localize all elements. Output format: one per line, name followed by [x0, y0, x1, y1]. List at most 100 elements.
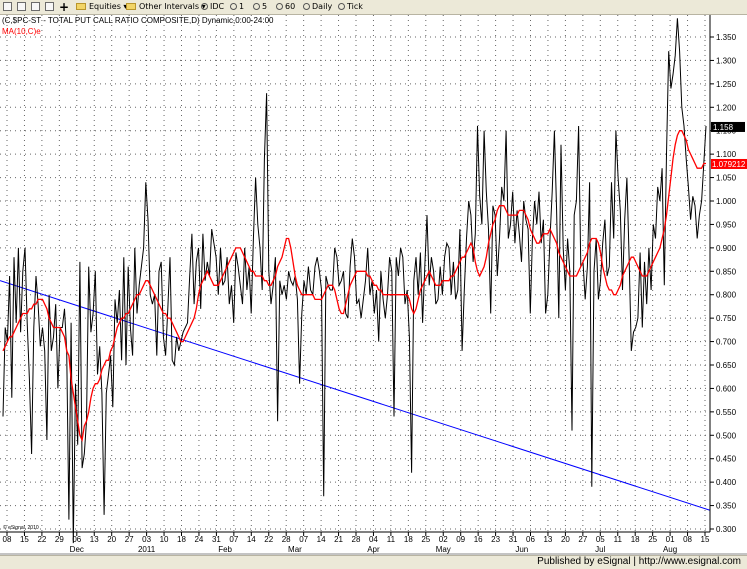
x-tick-label: 01 — [666, 535, 675, 544]
x-tick-label: 09 — [456, 535, 465, 544]
add-icon[interactable]: + — [59, 0, 70, 14]
radio-icon — [338, 3, 345, 10]
x-tick-label: 22 — [264, 535, 273, 544]
month-label: Feb — [218, 545, 232, 554]
month-label: Jun — [515, 545, 528, 554]
interval-1[interactable]: 1 — [230, 0, 244, 14]
y-tick-label: 0.750 — [716, 314, 737, 323]
ma-series-line — [2, 130, 706, 443]
month-label: Mar — [288, 545, 302, 554]
ma-value-tag — [711, 158, 747, 169]
radio-icon — [230, 3, 237, 10]
y-tick-label: 0.700 — [716, 338, 737, 347]
x-tick-label: 11 — [614, 535, 623, 544]
y-tick-label: 0.450 — [716, 455, 737, 464]
x-tick-label: 18 — [631, 535, 640, 544]
x-tick-label: 21 — [334, 535, 343, 544]
x-tick-label: 31 — [212, 535, 221, 544]
x-tick-label: 14 — [247, 535, 256, 544]
watermark: © eSignal, 2010 — [3, 524, 39, 531]
y-tick-label: 0.300 — [716, 525, 737, 534]
x-tick-label: 18 — [177, 535, 186, 544]
interval-idc[interactable]: IDC — [201, 0, 224, 14]
y-tick-label: 1.250 — [716, 80, 737, 89]
x-tick-label: 27 — [578, 535, 587, 544]
x-tick-label: 20 — [561, 535, 570, 544]
y-tick-label: 1.050 — [716, 174, 737, 183]
x-tick-label: 06 — [526, 535, 535, 544]
equities-menu[interactable]: Equities ▾ — [76, 0, 127, 14]
month-label: Apr — [367, 545, 380, 554]
interval-daily[interactable]: Daily — [303, 0, 332, 14]
other-intervals-menu[interactable]: Other Intervals ▾ — [126, 0, 206, 14]
x-tick-label: 08 — [3, 535, 12, 544]
chart-title: (C,$PC-ST - TOTAL PUT CALL RATIO COMPOSI… — [2, 16, 274, 25]
ma-value-label: 1.079212 — [712, 160, 746, 169]
x-tick-label: 28 — [282, 535, 291, 544]
interval-5[interactable]: 5 — [253, 0, 267, 14]
x-tick-label: 06 — [72, 535, 81, 544]
radio-icon — [303, 3, 310, 10]
folder-icon — [76, 3, 86, 10]
y-tick-label: 0.650 — [716, 361, 737, 370]
x-tick-label: 04 — [369, 535, 378, 544]
interval-60[interactable]: 60 — [276, 0, 295, 14]
x-tick-label: 25 — [421, 535, 430, 544]
month-label: Dec — [70, 545, 84, 554]
print-icon[interactable] — [31, 0, 40, 14]
copy-icon[interactable] — [45, 0, 54, 14]
folder-icon — [126, 3, 136, 10]
x-tick-label: 13 — [543, 535, 552, 544]
x-tick-label: 13 — [90, 535, 99, 544]
x-tick-label: 23 — [491, 535, 500, 544]
x-tick-label: 31 — [509, 535, 518, 544]
series-layer — [2, 18, 707, 544]
y-tick-label: 0.500 — [716, 431, 737, 440]
radio-icon — [253, 3, 260, 10]
x-tick-label: 27 — [125, 535, 134, 544]
grid — [0, 15, 710, 532]
y-tick-label: 0.350 — [716, 502, 737, 511]
x-tick-label: 11 — [387, 535, 396, 544]
ma-label: MA(10,C)e — [2, 27, 41, 36]
x-tick-label: 20 — [107, 535, 116, 544]
x-tick-label: 25 — [648, 535, 657, 544]
footer: Published by eSignal | http://www.esigna… — [0, 555, 747, 569]
x-tick-label: 02 — [439, 535, 448, 544]
x-tick-label: 07 — [299, 535, 308, 544]
y-tick-label: 0.600 — [716, 384, 737, 393]
x-tick-label: 18 — [404, 535, 413, 544]
chart-icon[interactable] — [3, 0, 12, 14]
x-tick-label: 16 — [474, 535, 483, 544]
y-tick-label: 0.400 — [716, 478, 737, 487]
x-tick-label: 22 — [37, 535, 46, 544]
month-label: 2011 — [138, 545, 156, 554]
month-label: Aug — [663, 545, 677, 554]
month-label: May — [436, 545, 451, 554]
y-tick-label: 1.100 — [716, 150, 737, 159]
month-label: Jul — [595, 545, 605, 554]
interval-tick[interactable]: Tick — [338, 0, 363, 14]
x-tick-label: 08 — [683, 535, 692, 544]
x-tick-label: 03 — [142, 535, 151, 544]
y-tick-label: 1.200 — [716, 103, 737, 112]
price-series-line — [2, 18, 707, 544]
y-tick-label: 0.900 — [716, 244, 737, 253]
toolbar: + Equities ▾ Other Intervals ▾ IDC 1 5 6… — [0, 0, 747, 15]
x-tick-label: 15 — [20, 535, 29, 544]
footer-text: Published by eSignal | http://www.esigna… — [537, 556, 741, 567]
radio-icon — [201, 3, 208, 10]
radio-icon — [276, 3, 283, 10]
save-icon[interactable] — [17, 0, 26, 14]
y-tick-label: 0.800 — [716, 291, 737, 300]
y-tick-label: 0.850 — [716, 267, 737, 276]
y-tick-label: 1.300 — [716, 56, 737, 65]
y-tick-label: 0.550 — [716, 408, 737, 417]
x-tick-label: 10 — [160, 535, 169, 544]
x-tick-label: 05 — [596, 535, 605, 544]
last-value-tag — [711, 121, 745, 132]
chart: 0.300 0.350 0.400 0.450 0.500 0.550 0.600 0.650… — [0, 15, 747, 555]
x-tick-label: 28 — [352, 535, 361, 544]
x-tick-label: 29 — [55, 535, 64, 544]
y-tick-label: 0.950 — [716, 220, 737, 229]
